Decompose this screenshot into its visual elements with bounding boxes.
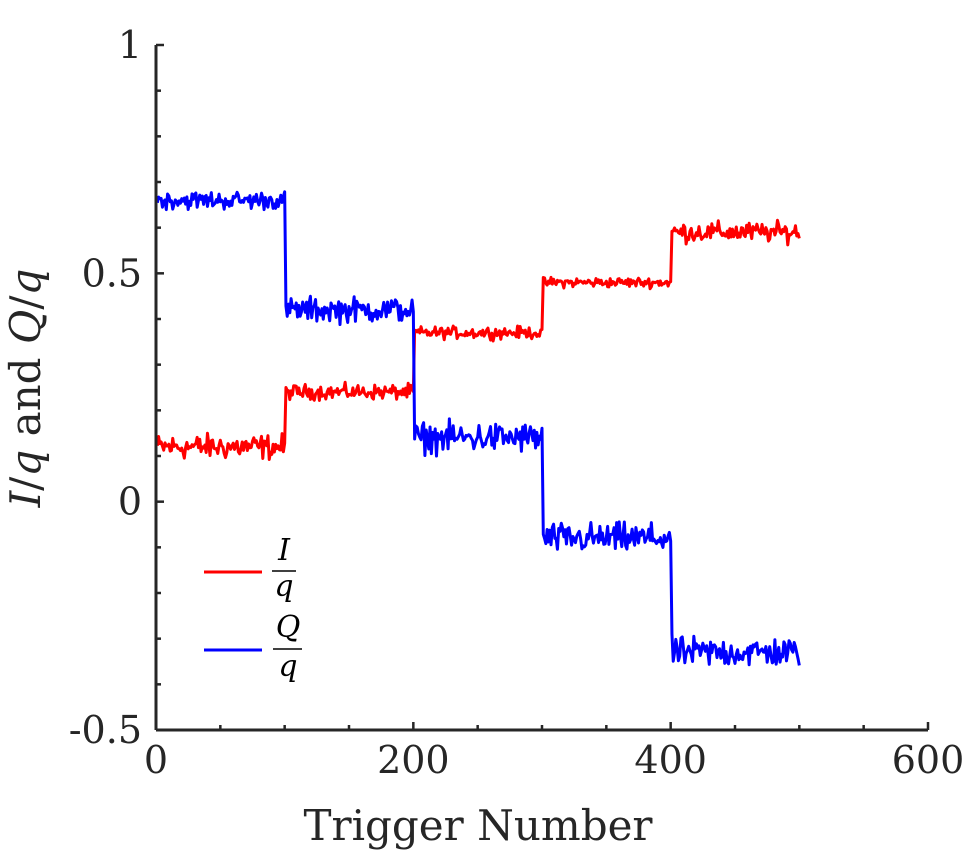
y-axis-title-part: / <box>1 295 50 310</box>
y-tick-label: -0.5 <box>69 708 142 752</box>
x-axis-title: Trigger Number <box>303 801 653 850</box>
x-tick-label: 600 <box>892 738 965 782</box>
series-line-q <box>155 190 801 667</box>
y-axis-title-part: q <box>1 269 50 296</box>
series-layer <box>155 190 801 667</box>
y-axis-title-part: Q <box>1 310 50 344</box>
legend: I q Q q <box>204 533 302 684</box>
y-axis-title-part: I <box>1 489 50 508</box>
series-line-i <box>155 218 801 461</box>
y-tick-label: 0 <box>118 480 142 524</box>
x-tick-label: 200 <box>377 738 450 782</box>
axes-layer <box>154 45 928 732</box>
y-axis-title-part: q <box>1 450 50 477</box>
y-tick-label: 0.5 <box>82 251 142 295</box>
legend-numerator-q: Q <box>276 610 301 645</box>
y-axis-title: I/q and Q/q <box>1 269 50 509</box>
x-tick-label: 0 <box>144 738 168 782</box>
svg-text:I/q and Q/q: I/q and Q/q <box>1 269 50 509</box>
y-tick-label: 1 <box>118 23 142 67</box>
y-axis-title-part: / <box>1 476 50 491</box>
legend-denominator-q: q <box>278 649 297 684</box>
legend-denominator-i: q <box>274 569 293 604</box>
x-tick-label: 400 <box>634 738 707 782</box>
legend-numerator-i: I <box>277 533 291 568</box>
ticks-layer: 0 200 400 600-0.500.51 <box>69 23 965 782</box>
y-axis-title-part: and <box>1 344 50 450</box>
